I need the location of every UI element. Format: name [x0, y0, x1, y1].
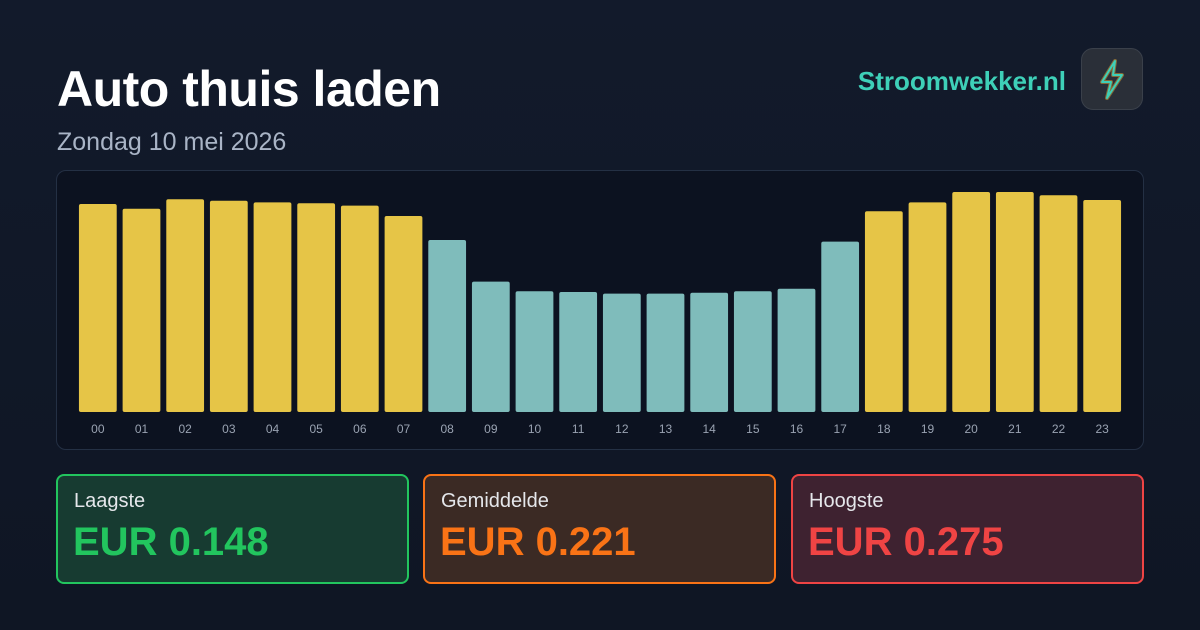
x-tick-label: 12 [615, 422, 629, 436]
x-tick-label: 23 [1095, 422, 1109, 436]
x-tick-label: 11 [572, 422, 585, 436]
x-tick-label: 05 [309, 422, 323, 436]
x-tick-label: 21 [1008, 422, 1022, 436]
x-tick-label: 03 [222, 422, 236, 436]
brand-icon [1081, 48, 1143, 110]
stat-card: Laagste EUR 0.148 [56, 474, 409, 584]
stat-label: Laagste [74, 490, 146, 512]
bar [559, 292, 598, 412]
x-tick-label: 20 [964, 422, 978, 436]
bar [515, 291, 554, 412]
bar [646, 293, 685, 412]
bar [995, 192, 1034, 412]
bar [384, 216, 423, 412]
x-tick-label: 01 [135, 422, 149, 436]
bar [340, 205, 379, 412]
bar [602, 293, 641, 412]
bar [952, 192, 991, 412]
x-tick-label: 18 [877, 422, 891, 436]
subtitle: Zondag 10 mei 2026 [57, 128, 287, 156]
bar [864, 211, 903, 412]
bar [733, 291, 772, 412]
stat-card: Hoogste EUR 0.275 [791, 474, 1144, 584]
bar [821, 241, 860, 412]
x-tick-label: 08 [440, 422, 454, 436]
bar [471, 281, 510, 412]
lightning-icon [1100, 59, 1124, 100]
x-tick-label: 15 [746, 422, 760, 436]
bar [166, 199, 205, 412]
stat-label: Hoogste [809, 490, 884, 512]
x-tick-label: 02 [178, 422, 192, 436]
bar [1039, 195, 1078, 412]
bar [209, 200, 248, 412]
stat-value: EUR 0.148 [73, 520, 269, 564]
x-tick-label: 19 [921, 422, 935, 436]
stat-value: EUR 0.221 [440, 520, 636, 564]
stat-card: Gemiddelde EUR 0.221 [423, 474, 776, 584]
bar [690, 292, 729, 412]
x-tick-label: 06 [353, 422, 367, 436]
bar [428, 240, 467, 412]
bar [122, 208, 161, 412]
title: Auto thuis laden [57, 61, 441, 117]
x-tick-label: 10 [528, 422, 542, 436]
bar [777, 288, 816, 412]
x-tick-label: 09 [484, 422, 498, 436]
x-tick-label: 04 [266, 422, 280, 436]
stat-value: EUR 0.275 [808, 520, 1004, 564]
stat-label: Gemiddelde [441, 490, 549, 512]
bar [1083, 200, 1122, 412]
bar [253, 202, 292, 412]
brand: Stroomwekker.nl [857, 66, 1066, 96]
x-tick-label: 16 [790, 422, 804, 436]
x-tick-label: 14 [702, 422, 716, 436]
bar [297, 203, 336, 412]
bar [78, 204, 117, 412]
x-tick-label: 13 [659, 422, 673, 436]
bar [908, 202, 947, 412]
x-tick-label: 22 [1052, 422, 1066, 436]
x-tick-label: 07 [397, 422, 411, 436]
x-tick-label: 00 [91, 422, 105, 436]
x-tick-label: 17 [833, 422, 847, 436]
